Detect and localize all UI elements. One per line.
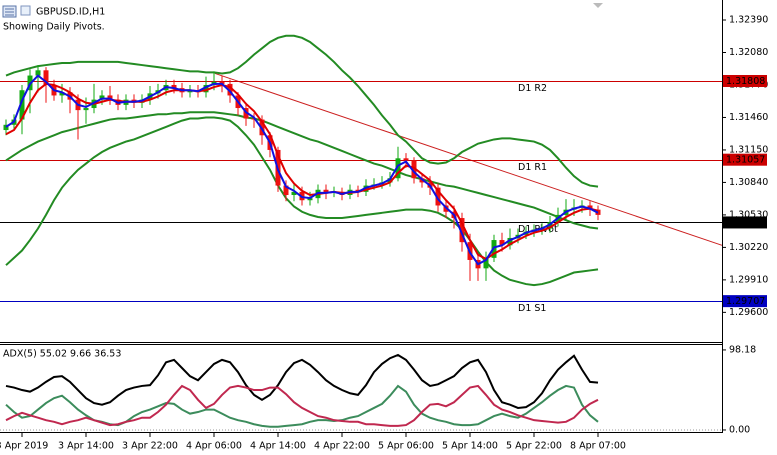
- x-tick-label: 5 Apr 22:00: [506, 441, 562, 452]
- price-tag-label: 1.31808: [726, 76, 765, 87]
- candle-body: [19, 90, 25, 120]
- x-tick-label: 8 Apr 07:00: [570, 441, 626, 452]
- x-tick-label: 5 Apr 06:00: [378, 441, 434, 452]
- candle-body: [483, 257, 489, 269]
- window-icon: [20, 5, 31, 16]
- x-tick-label: 5 Apr 14:00: [442, 441, 498, 452]
- y-tick-label: 1.30220: [729, 242, 768, 253]
- indicator-line: [5, 353, 599, 409]
- x-tick-label: 4 Apr 06:00: [186, 441, 242, 452]
- candle-body: [403, 158, 409, 161]
- x-tick-label: 4 Apr 22:00: [314, 441, 370, 452]
- y-tick-label: 1.29910: [729, 274, 768, 285]
- candle-body: [411, 160, 417, 179]
- candle-body: [3, 124, 9, 131]
- x-tick-label: 3 Apr 14:00: [58, 441, 114, 452]
- candle-body: [587, 205, 593, 210]
- x-tick-label: 3 Apr 2019: [0, 441, 48, 452]
- price-tag-label: 1.30458: [726, 217, 765, 228]
- candle-body: [507, 237, 513, 246]
- candle-body: [283, 185, 289, 195]
- y-tick-label: 1.30840: [729, 177, 768, 188]
- pivot-label: D1 S1: [518, 303, 546, 314]
- y-tick-label: 1.31150: [729, 144, 768, 155]
- candle-body: [227, 83, 233, 96]
- price-tag: [723, 295, 767, 308]
- indicator-line: [5, 384, 599, 427]
- y-tick-label: 1.32390: [729, 15, 768, 26]
- y-tick-label: 1.29600: [729, 307, 768, 318]
- candle-body: [99, 95, 105, 100]
- moving-average: [5, 74, 599, 266]
- y-tick-label: 0.00: [729, 424, 750, 435]
- price-tag: [723, 74, 767, 87]
- candle-body: [459, 218, 465, 243]
- pivot-label: D1 R2: [518, 83, 547, 94]
- candle-body: [323, 189, 329, 193]
- indicator-title: ADX(5) 55.02 9.66 36.53: [3, 349, 121, 360]
- price-tag-label: 1.31057: [726, 155, 765, 166]
- bollinger-band: [5, 111, 599, 230]
- candle-body: [59, 92, 65, 96]
- trend-line: [214, 72, 723, 246]
- y-tick-label: 1.30530: [729, 209, 768, 220]
- shift-marker: [593, 3, 603, 8]
- candle-body: [435, 187, 441, 206]
- x-tick-label: 3 Apr 22:00: [122, 441, 178, 452]
- candle-body: [35, 70, 41, 76]
- candle-body: [307, 198, 313, 201]
- moving-average: [5, 82, 599, 261]
- candle-body: [291, 191, 297, 195]
- candle-body: [107, 95, 113, 100]
- candle-body: [499, 240, 505, 246]
- candle-body: [187, 90, 193, 93]
- price-tag: [723, 153, 767, 166]
- candle-body: [395, 158, 401, 179]
- pivot-label: D1 R1: [518, 162, 547, 173]
- symbol-icon: [2, 5, 17, 18]
- bollinger-band: [5, 34, 599, 188]
- y-tick-label: 1.31460: [729, 112, 768, 123]
- y-tick-label: 98.18: [729, 344, 756, 355]
- chart-subtitle: Showing Daily Pivots.: [3, 22, 105, 33]
- candle-body: [43, 70, 49, 85]
- candle-body: [171, 84, 177, 89]
- price-tag: [723, 216, 767, 229]
- x-tick-label: 4 Apr 14:00: [250, 441, 306, 452]
- chart-title: GBPUSD.ID,H1: [36, 7, 105, 18]
- y-tick-label: 1.32080: [729, 47, 768, 58]
- bollinger-band: [5, 116, 599, 287]
- price-tag-label: 1.29707: [726, 296, 765, 307]
- candle-body: [203, 84, 209, 93]
- candle-body: [83, 108, 89, 111]
- candle-body: [219, 81, 225, 84]
